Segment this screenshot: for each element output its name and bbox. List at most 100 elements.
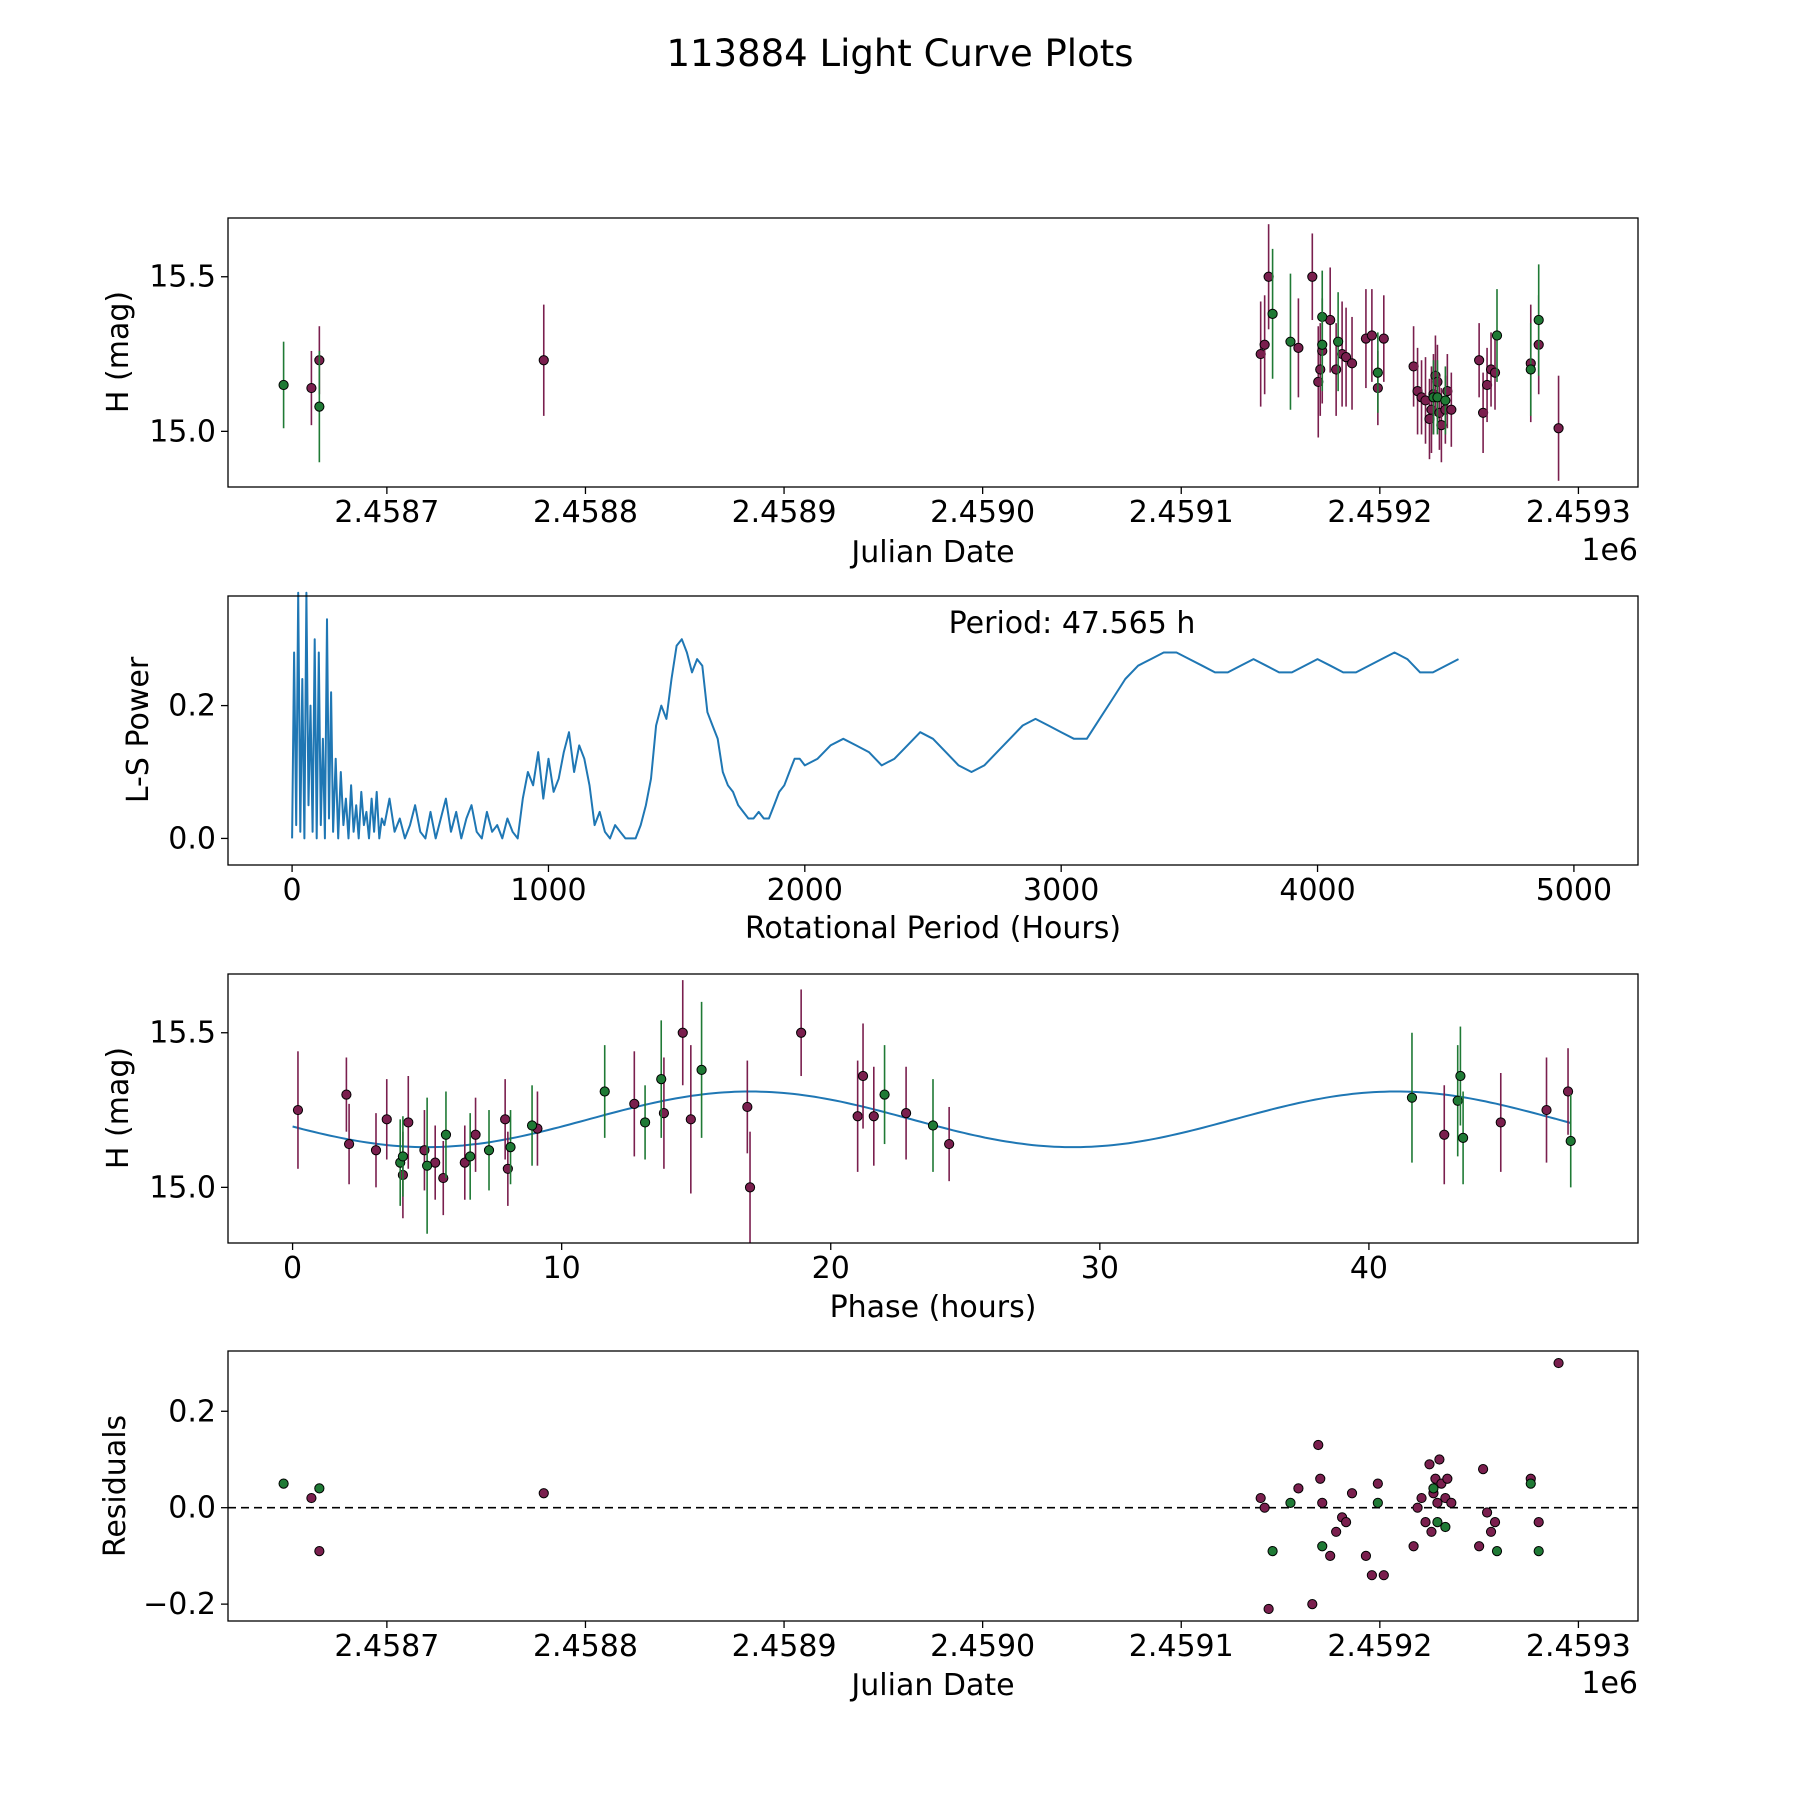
phased-point <box>1455 1070 1466 1082</box>
phased-xtick-label: 10 <box>543 1251 581 1286</box>
phased-point <box>1457 1132 1469 1143</box>
residuals-point <box>1378 1570 1389 1581</box>
residuals-point <box>1432 1517 1443 1528</box>
lightcurve-xtick-label: 2.4589 <box>732 495 837 530</box>
panel-periodogram: 0 1000 2000 3000 4000 5000 0.0 0.2 Period: 47.5… <box>121 591 1639 946</box>
phased-point <box>629 1098 640 1109</box>
lightcurve-point <box>306 382 317 394</box>
residuals-point <box>1481 1507 1493 1518</box>
residuals-point <box>1442 1473 1453 1484</box>
phased-point <box>656 1074 667 1085</box>
residuals-point <box>1489 1517 1501 1528</box>
lightcurve-point <box>1346 358 1358 369</box>
residuals-xlabel: Julian Date <box>849 1668 1014 1703</box>
periodogram-ytick-label: 0.0 <box>168 821 216 856</box>
residuals-xtick-label: 2.4587 <box>334 1629 439 1664</box>
phased-point <box>397 1151 409 1162</box>
phased-point <box>742 1101 753 1113</box>
residuals-xtick-label: 2.4588 <box>533 1629 638 1664</box>
lightcurve-point <box>1307 271 1318 282</box>
phased-point <box>900 1108 912 1119</box>
phased-xtick-label: 20 <box>812 1251 850 1286</box>
phased-point <box>370 1145 382 1156</box>
lightcurve-xtick-label: 2.4591 <box>1129 495 1234 530</box>
phased-ylabel: H (mag) <box>101 1047 136 1169</box>
phased-point <box>483 1145 495 1156</box>
lightcurve-point <box>314 401 325 412</box>
residuals-point <box>314 1545 325 1557</box>
residuals-ytick-label: 0.0 <box>168 1491 216 1526</box>
residuals-point <box>1360 1550 1372 1562</box>
residuals-point <box>1315 1473 1326 1484</box>
phased-plot-area <box>292 980 1576 1243</box>
residuals-point <box>1424 1459 1435 1470</box>
phased-point <box>1495 1117 1506 1128</box>
phased-point <box>422 1160 433 1171</box>
residuals-point <box>1346 1488 1358 1499</box>
phased-point <box>470 1129 481 1140</box>
phased-xtick-label: 40 <box>1350 1251 1388 1286</box>
lightcurve-xtick-label: 2.4592 <box>1327 495 1432 530</box>
lightcurve-ylabel: H (mag) <box>101 291 136 413</box>
lightcurve-xtick-label: 2.4587 <box>334 495 439 530</box>
phased-ytick-label: 15.0 <box>149 1170 216 1205</box>
lightcurve-point <box>1446 404 1457 415</box>
residuals-point <box>1412 1502 1423 1513</box>
phased-point <box>639 1117 651 1128</box>
phased-frame <box>227 973 1639 1244</box>
residuals-frame <box>227 1350 1639 1622</box>
panel-lightcurve: 2.4587 2.4588 2.4589 2.4590 2.4591 2.4592 2.45… <box>101 217 1639 570</box>
phased-point <box>796 1027 807 1038</box>
phased-point <box>505 1142 516 1153</box>
phased-point <box>1565 1135 1576 1147</box>
periodogram-ytick-label: 0.2 <box>168 689 216 724</box>
lightcurve-point <box>1331 364 1342 375</box>
residuals-point <box>1533 1545 1544 1557</box>
lightcurve-xtick-label: 2.4588 <box>533 495 638 530</box>
phased-point <box>381 1114 392 1125</box>
lightcurve-point <box>1259 339 1270 350</box>
residuals-ytick-label: 0.2 <box>168 1394 216 1429</box>
period-annotation: Period: 47.565 h <box>949 606 1196 641</box>
phased-ticks: 0 10 20 30 40 15.0 15.5 <box>149 1016 1388 1286</box>
residuals-point <box>1440 1521 1451 1533</box>
panel-phased: 0 10 20 30 40 15.0 15.5 Phase (hours) H (mag) <box>101 973 1639 1325</box>
lightcurve-point <box>1317 339 1328 350</box>
residuals-point <box>1477 1464 1489 1475</box>
periodogram-xtick-label: 1000 <box>510 873 586 908</box>
lightcurve-point <box>1491 330 1503 341</box>
phased-point <box>1439 1129 1450 1140</box>
phased-point <box>852 1111 863 1122</box>
lightcurve-point <box>1285 336 1296 347</box>
residuals-xtick-label: 2.4593 <box>1526 1629 1631 1664</box>
residuals-point <box>1293 1483 1304 1494</box>
phased-ytick-label: 15.5 <box>149 1016 216 1051</box>
residuals-point <box>306 1492 317 1504</box>
residuals-point <box>278 1478 289 1489</box>
residuals-point <box>1372 1497 1383 1508</box>
residuals-point <box>1525 1478 1536 1489</box>
phased-point <box>343 1138 355 1150</box>
phased-point <box>744 1182 756 1193</box>
residuals-ytick-label: −0.2 <box>143 1587 216 1622</box>
phased-xlabel: Phase (hours) <box>830 1290 1037 1325</box>
phased-point <box>677 1027 688 1038</box>
lightcurve-ticks: 2.4587 2.4588 2.4589 2.4590 2.4591 2.4592 2.45… <box>149 260 1631 530</box>
phased-point <box>500 1114 511 1125</box>
lightcurve-point <box>538 355 549 366</box>
residuals-point <box>1434 1454 1445 1465</box>
periodogram-xtick-label: 0 <box>283 873 302 908</box>
residuals-point <box>1267 1545 1278 1557</box>
residuals-point <box>1259 1502 1270 1513</box>
phased-point <box>403 1117 414 1128</box>
phased-point <box>1406 1092 1418 1103</box>
residuals-point <box>1317 1497 1328 1508</box>
residuals-xtick-label: 2.4589 <box>732 1629 837 1664</box>
residuals-point <box>1255 1492 1266 1504</box>
residuals-point <box>1428 1483 1439 1494</box>
figure-title: 113884 Light Curve Plots <box>666 32 1133 75</box>
phased-point <box>1562 1086 1574 1097</box>
periodogram-ticks: 0 1000 2000 3000 4000 5000 0.0 0.2 <box>168 689 1612 908</box>
residuals-xtick-label: 2.4592 <box>1327 1629 1432 1664</box>
